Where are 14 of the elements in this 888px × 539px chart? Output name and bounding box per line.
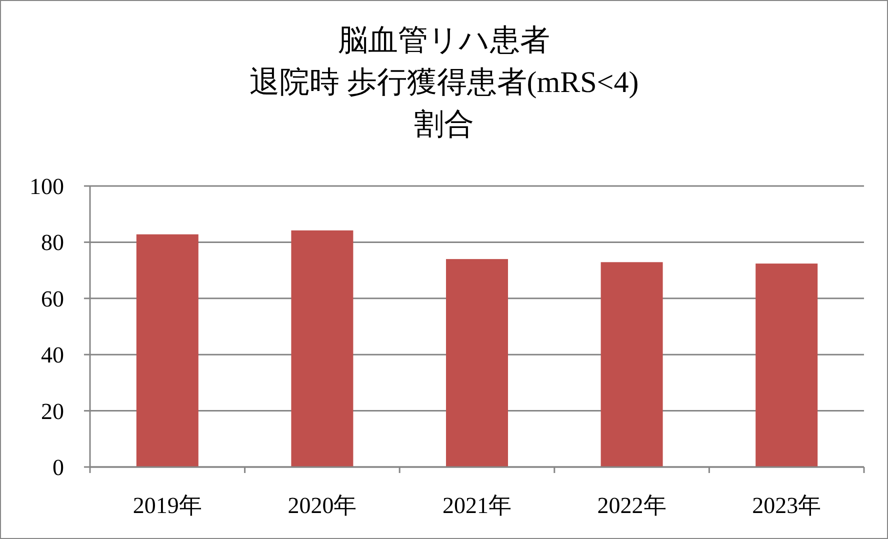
text: 退院時 歩行獲得患者(mRS<4) <box>249 66 639 99</box>
y-tick-label: 40 <box>41 342 64 368</box>
text: 脳血管リハ患者 <box>338 24 550 57</box>
text: 割合 <box>414 108 474 141</box>
x-tick-label: 2023年 <box>752 493 822 518</box>
y-tick-label: 100 <box>30 174 64 199</box>
x-tick-label: 2021年 <box>442 493 512 518</box>
y-tick-label: 60 <box>41 286 64 312</box>
x-tick-label: 2022年 <box>597 493 666 518</box>
x-tick-label: 2019年 <box>132 493 202 518</box>
y-tick-label: 20 <box>41 398 64 424</box>
y-tick-label: 80 <box>41 230 64 256</box>
y-tick-label: 0 <box>52 455 64 480</box>
x-tick-label: 2020年 <box>288 493 357 518</box>
